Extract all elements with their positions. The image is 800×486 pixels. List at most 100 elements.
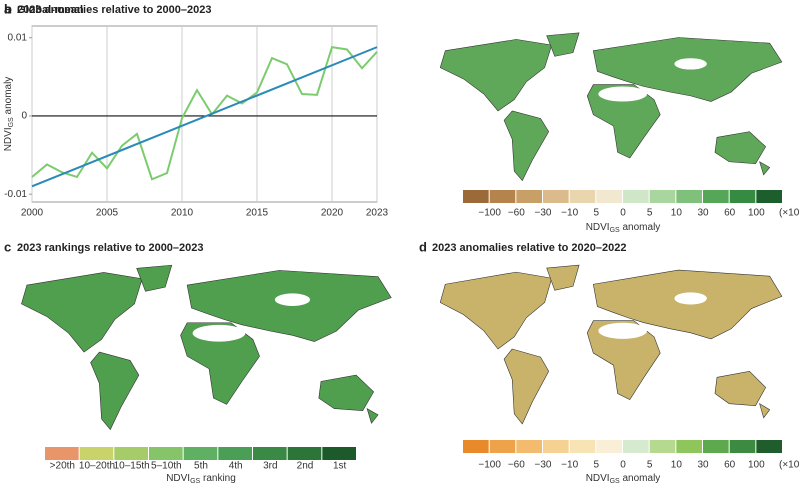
legend-swatch [489, 190, 516, 203]
legend-label: 100 [748, 460, 765, 471]
label-sub: GS [610, 227, 620, 234]
legend-swatch [218, 447, 252, 460]
desert-nodata [674, 58, 707, 70]
y-tick-label: 0.01 [8, 32, 28, 43]
legend-swatch [463, 190, 489, 203]
legend-label: 0 [620, 460, 626, 471]
desert-nodata [598, 322, 648, 339]
legend-label: −10 [561, 460, 578, 471]
legend-swatch [756, 440, 782, 453]
desert-nodata [192, 324, 246, 342]
legend-label: 1st [333, 461, 347, 472]
legend-label: >20th [50, 461, 75, 472]
y-tick-label: 0 [21, 111, 27, 122]
legend-label: 10 [671, 208, 683, 219]
label-part: anomaly [3, 77, 14, 118]
desert-nodata [274, 293, 311, 306]
legend-swatch [253, 447, 287, 460]
legend-label: 10 [671, 460, 683, 471]
legend-swatch [149, 447, 183, 460]
map-panel: b 2023 anomalies relative to 2000–2023 −10… [4, 1, 800, 233]
legend-swatch [516, 440, 542, 453]
label-sub: GS [610, 478, 620, 485]
legend-swatch [45, 447, 79, 460]
panel-title: 2023 anomalies relative to 2020–2022 [432, 242, 626, 254]
legend-unit: (×10⁻³) [779, 460, 800, 471]
legend-swatch [543, 190, 569, 203]
x-tick-label: 2020 [321, 208, 344, 219]
legend-label: −100 [478, 460, 501, 471]
plot-frame [31, 25, 378, 203]
legend-label: 5 [594, 460, 600, 471]
legend-swatch [729, 440, 756, 453]
legend-label: 10–15th [114, 461, 150, 472]
legend-swatch [79, 447, 114, 460]
x-tick-label: 2010 [171, 208, 194, 219]
land [20, 264, 392, 431]
y-tick-label: -0.01 [4, 189, 27, 200]
desert-nodata [674, 292, 707, 305]
legend-label: 10–20th [79, 461, 115, 472]
chart-title: Global-mean [17, 4, 84, 16]
legend-swatch [596, 190, 622, 203]
panel-letter: d [419, 239, 427, 254]
legend-label: 30 [697, 208, 709, 219]
legend-label: 5–10th [151, 461, 182, 472]
legend-title: NDVIGS ranking [166, 473, 236, 485]
legend-swatch [623, 440, 649, 453]
data-line [31, 45, 378, 181]
x-tick-label: 2000 [21, 208, 44, 219]
legend-swatch [569, 440, 596, 453]
legend-swatch [183, 447, 218, 460]
legend-label: −10 [561, 208, 578, 219]
legend-label: 5 [594, 208, 600, 219]
legend-swatch [703, 440, 729, 453]
legend-swatch [287, 447, 322, 460]
legend-label: 0 [620, 208, 626, 219]
map-panel: d 2023 anomalies relative to 2020–2022 −10… [419, 239, 800, 484]
panel-title: 2023 rankings relative to 2000–2023 [17, 242, 204, 254]
legend-label: 5 [647, 208, 653, 219]
legend-title: NDVIGS anomaly [586, 473, 661, 485]
legend-swatch [596, 440, 622, 453]
legend-title: NDVIGS anomaly [586, 222, 661, 234]
x-tick-label: 2023 [366, 208, 389, 219]
label-part: NDVI [3, 127, 14, 151]
legend-swatch [703, 190, 729, 203]
legend-swatch [114, 447, 148, 460]
legend-swatch [676, 440, 702, 453]
x-tick-label: 2005 [96, 208, 119, 219]
label-part: anomaly [620, 473, 661, 484]
label-part: NDVI [586, 222, 610, 233]
legend-swatch [676, 190, 702, 203]
label-part: NDVI [586, 473, 610, 484]
trend-line [31, 46, 378, 188]
legend-swatch [489, 440, 516, 453]
legend-label: 5th [194, 461, 208, 472]
land [439, 264, 783, 425]
label-part: anomaly [620, 222, 661, 233]
legend-label: −100 [478, 208, 501, 219]
label-part: ranking [200, 473, 236, 484]
legend-swatch [463, 440, 489, 453]
legend-swatch [516, 190, 542, 203]
legend-swatch [322, 447, 356, 460]
legend-label: −60 [508, 208, 525, 219]
legend-swatch [649, 190, 676, 203]
maps: b 2023 anomalies relative to 2000–2023 −10… [4, 1, 800, 484]
legend-label: 5 [647, 460, 653, 471]
legend-swatch [729, 190, 756, 203]
panel-letter: c [4, 239, 11, 254]
legend-label: 100 [748, 208, 765, 219]
legend-label: 4th [229, 461, 243, 472]
legend-swatch [543, 440, 569, 453]
world-map [439, 264, 783, 425]
land [439, 32, 783, 182]
panel-letter: b [4, 1, 12, 16]
legend-swatch [623, 190, 649, 203]
legend-label: −60 [508, 460, 525, 471]
label-sub: GS [8, 117, 15, 127]
legend-label: −30 [535, 208, 552, 219]
legend-label: −30 [535, 460, 552, 471]
legend-swatch [756, 190, 782, 203]
